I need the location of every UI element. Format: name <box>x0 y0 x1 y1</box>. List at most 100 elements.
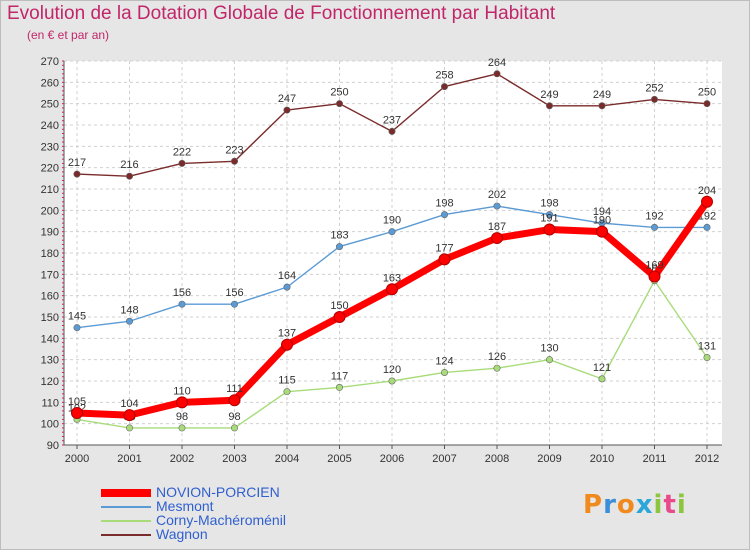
x-tick-label: 2007 <box>432 453 456 465</box>
data-point-novion-porcien <box>281 338 293 351</box>
y-tick-label: 220 <box>41 163 59 175</box>
x-tick-label: 2004 <box>275 453 299 465</box>
data-label-wagnon: 237 <box>383 114 401 126</box>
data-point-novion-porcien <box>71 407 83 419</box>
data-label-novion-porcien: 191 <box>540 213 558 225</box>
data-point-wagnon <box>388 127 396 135</box>
logo-letter: r <box>603 490 617 520</box>
logo-letter: P <box>583 490 604 520</box>
data-label-novion-porcien: 169 <box>645 259 663 271</box>
data-point-novion-porcien <box>648 270 661 283</box>
data-point-mesmont <box>73 324 81 332</box>
data-point-wagnon <box>178 159 186 167</box>
data-point-mesmont <box>231 300 239 308</box>
y-tick-label: 250 <box>41 99 59 111</box>
logo-letter: t <box>663 490 677 520</box>
data-label-wagnon: 247 <box>278 93 296 105</box>
y-tick-label: 120 <box>41 376 59 388</box>
data-point-novion-porcien <box>438 253 451 266</box>
data-label-mesmont: 183 <box>330 230 348 242</box>
data-point-wagnon <box>231 157 239 165</box>
data-point-mesmont <box>126 317 134 325</box>
data-label-corny-macheromenil: 126 <box>488 351 506 363</box>
data-label-novion-porcien: 111 <box>226 383 243 395</box>
data-label-wagnon: 216 <box>120 159 138 171</box>
x-tick-label: 2008 <box>485 453 509 465</box>
x-tick-label: 2009 <box>537 453 561 465</box>
data-point-corny-macheromenil <box>703 354 711 362</box>
y-tick-label: 150 <box>41 312 59 324</box>
legend-label: Mesmont <box>156 498 214 514</box>
x-tick-label: 2011 <box>643 453 667 465</box>
data-point-novion-porcien <box>543 223 556 236</box>
legend-swatch <box>101 520 151 522</box>
data-point-corny-macheromenil <box>598 375 606 383</box>
data-point-corny-macheromenil <box>440 368 448 376</box>
y-tick-label: 100 <box>41 419 59 431</box>
legend-swatch <box>101 489 151 497</box>
data-label-novion-porcien: 204 <box>698 185 716 197</box>
y-tick-label: 170 <box>41 269 59 281</box>
data-label-novion-porcien: 104 <box>120 398 138 410</box>
data-point-wagnon <box>703 100 711 108</box>
data-label-corny-macheromenil: 115 <box>278 375 296 387</box>
data-label-corny-macheromenil: 98 <box>176 411 188 423</box>
data-label-corny-macheromenil: 121 <box>593 362 611 374</box>
legend-swatch <box>101 506 151 508</box>
data-point-wagnon <box>335 100 343 108</box>
logo-letter: o <box>616 490 636 520</box>
x-tick-label: 2012 <box>695 453 719 465</box>
data-point-novion-porcien <box>596 225 608 238</box>
data-label-wagnon: 258 <box>435 70 453 82</box>
data-label-novion-porcien: 177 <box>435 242 453 254</box>
chart-title: Evolution de la Dotation Globale de Fonc… <box>7 3 556 24</box>
y-tick-label: 270 <box>41 56 59 68</box>
data-label-mesmont: 145 <box>68 311 86 323</box>
data-label-wagnon: 264 <box>488 57 506 69</box>
y-tick-label: 210 <box>41 184 59 196</box>
y-tick-label: 90 <box>47 440 59 452</box>
data-label-mesmont: 202 <box>488 189 506 201</box>
data-point-wagnon <box>283 106 291 114</box>
data-point-mesmont <box>703 223 711 231</box>
y-tick-label: 230 <box>41 141 59 153</box>
data-label-wagnon: 217 <box>68 157 86 169</box>
x-tick-label: 2005 <box>327 453 351 465</box>
data-label-mesmont: 164 <box>278 270 296 282</box>
data-point-wagnon <box>73 170 81 178</box>
data-label-mesmont: 156 <box>173 287 191 299</box>
y-tick-label: 180 <box>41 248 59 260</box>
data-label-mesmont: 156 <box>225 287 243 299</box>
data-point-corny-macheromenil <box>493 364 501 372</box>
logo-letter: i <box>653 490 664 520</box>
data-point-wagnon <box>598 102 606 110</box>
data-point-corny-macheromenil <box>283 388 291 396</box>
legend-swatch <box>101 534 151 536</box>
x-tick-label: 2003 <box>222 453 246 465</box>
data-point-mesmont <box>178 300 186 308</box>
data-point-mesmont <box>493 202 501 210</box>
data-point-wagnon <box>126 172 134 180</box>
x-tick-label: 2000 <box>65 453 89 465</box>
data-point-mesmont <box>335 243 343 251</box>
data-label-novion-porcien: 137 <box>278 328 296 340</box>
data-label-corny-macheromenil: 117 <box>331 370 349 382</box>
data-point-novion-porcien <box>176 396 188 409</box>
data-point-corny-macheromenil <box>178 424 186 432</box>
x-tick-label: 2006 <box>380 453 404 465</box>
x-tick-label: 2001 <box>117 453 141 465</box>
y-tick-label: 160 <box>41 291 59 303</box>
data-point-corny-macheromenil <box>231 424 239 432</box>
data-label-mesmont: 192 <box>645 210 663 222</box>
data-point-corny-macheromenil <box>388 377 396 385</box>
data-point-novion-porcien <box>386 283 398 296</box>
data-label-novion-porcien: 163 <box>383 272 401 284</box>
data-point-corny-macheromenil <box>126 424 134 432</box>
y-tick-label: 190 <box>41 227 59 239</box>
data-point-novion-porcien <box>491 232 503 245</box>
data-label-corny-macheromenil: 131 <box>698 341 716 353</box>
data-label-mesmont: 148 <box>120 304 138 316</box>
data-label-wagnon: 252 <box>645 82 663 94</box>
legend-label: Corny-Machéroménil <box>156 512 286 528</box>
data-label-novion-porcien: 105 <box>68 396 86 408</box>
